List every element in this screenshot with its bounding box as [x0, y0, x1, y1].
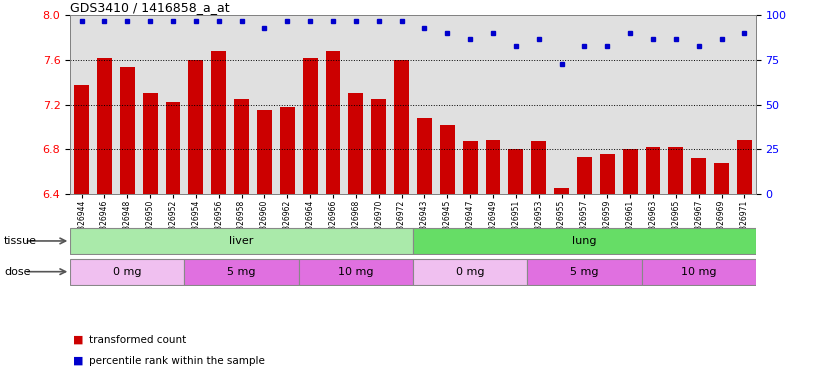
- Bar: [303, 58, 317, 194]
- Bar: [691, 158, 706, 194]
- Bar: [554, 188, 569, 194]
- Bar: [257, 110, 272, 194]
- Bar: [166, 103, 180, 194]
- Bar: [97, 58, 112, 194]
- Text: 10 mg: 10 mg: [681, 266, 716, 277]
- Bar: [642, 259, 756, 285]
- Bar: [325, 51, 340, 194]
- Bar: [184, 259, 299, 285]
- Text: ■: ■: [73, 335, 83, 345]
- Text: dose: dose: [4, 267, 31, 277]
- Bar: [531, 141, 546, 194]
- Bar: [299, 259, 413, 285]
- Bar: [600, 154, 615, 194]
- Bar: [440, 125, 454, 194]
- Bar: [349, 93, 363, 194]
- Bar: [120, 67, 135, 194]
- Bar: [143, 93, 158, 194]
- Text: lung: lung: [572, 236, 596, 246]
- Bar: [235, 99, 249, 194]
- Text: transformed count: transformed count: [89, 335, 187, 345]
- Bar: [737, 140, 752, 194]
- Text: 0 mg: 0 mg: [456, 266, 484, 277]
- Text: 5 mg: 5 mg: [227, 266, 256, 277]
- Text: GDS3410 / 1416858_a_at: GDS3410 / 1416858_a_at: [70, 1, 230, 14]
- Bar: [280, 107, 295, 194]
- Bar: [70, 228, 413, 254]
- Bar: [417, 118, 432, 194]
- Text: tissue: tissue: [4, 236, 37, 246]
- Bar: [527, 259, 642, 285]
- Bar: [714, 163, 729, 194]
- Text: 10 mg: 10 mg: [338, 266, 373, 277]
- Bar: [188, 60, 203, 194]
- Text: 0 mg: 0 mg: [113, 266, 141, 277]
- Bar: [74, 84, 89, 194]
- Bar: [463, 141, 477, 194]
- Bar: [372, 99, 386, 194]
- Text: liver: liver: [230, 236, 254, 246]
- Bar: [509, 149, 523, 194]
- Bar: [577, 157, 591, 194]
- Bar: [646, 147, 660, 194]
- Bar: [413, 228, 756, 254]
- Bar: [668, 147, 683, 194]
- Text: 5 mg: 5 mg: [570, 266, 599, 277]
- Bar: [413, 259, 527, 285]
- Bar: [211, 51, 226, 194]
- Text: percentile rank within the sample: percentile rank within the sample: [89, 356, 265, 366]
- Bar: [623, 149, 638, 194]
- Bar: [394, 60, 409, 194]
- Bar: [70, 259, 184, 285]
- Bar: [486, 140, 501, 194]
- Text: ■: ■: [73, 356, 83, 366]
